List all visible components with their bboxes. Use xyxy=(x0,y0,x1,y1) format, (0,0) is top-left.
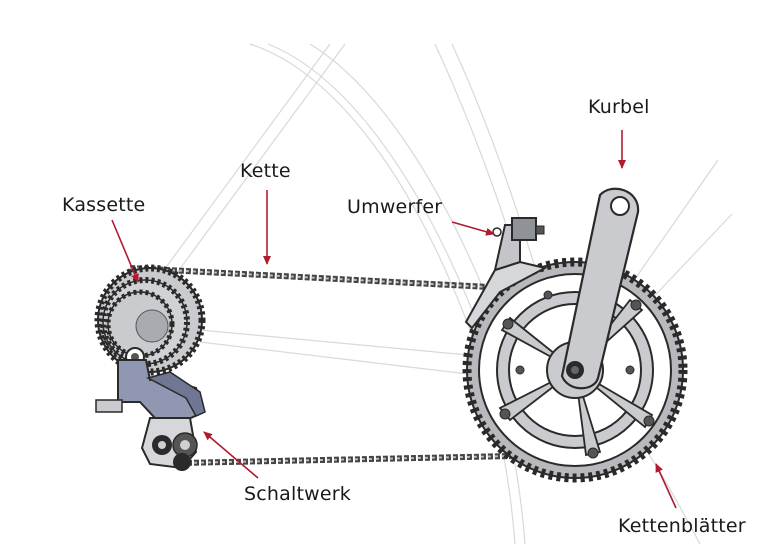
arrow-kassette xyxy=(111,219,139,283)
rear-derailleur xyxy=(95,359,206,471)
label-kassette: Kassette xyxy=(62,194,146,216)
callout-arrows xyxy=(111,130,677,509)
label-kettenblaetter: Kettenblätter xyxy=(618,515,746,537)
label-schaltwerk: Schaltwerk xyxy=(244,483,351,505)
crank-arm xyxy=(560,187,640,390)
arrow-kettenblaetter xyxy=(655,463,677,509)
arrow-umwerfer xyxy=(451,221,495,236)
front-derailleur xyxy=(464,217,548,330)
arrow-schaltwerk xyxy=(203,431,259,479)
label-umwerfer: Umwerfer xyxy=(347,196,443,218)
cassette xyxy=(94,264,206,376)
label-kurbel: Kurbel xyxy=(588,96,650,118)
label-kette: Kette xyxy=(240,160,291,182)
